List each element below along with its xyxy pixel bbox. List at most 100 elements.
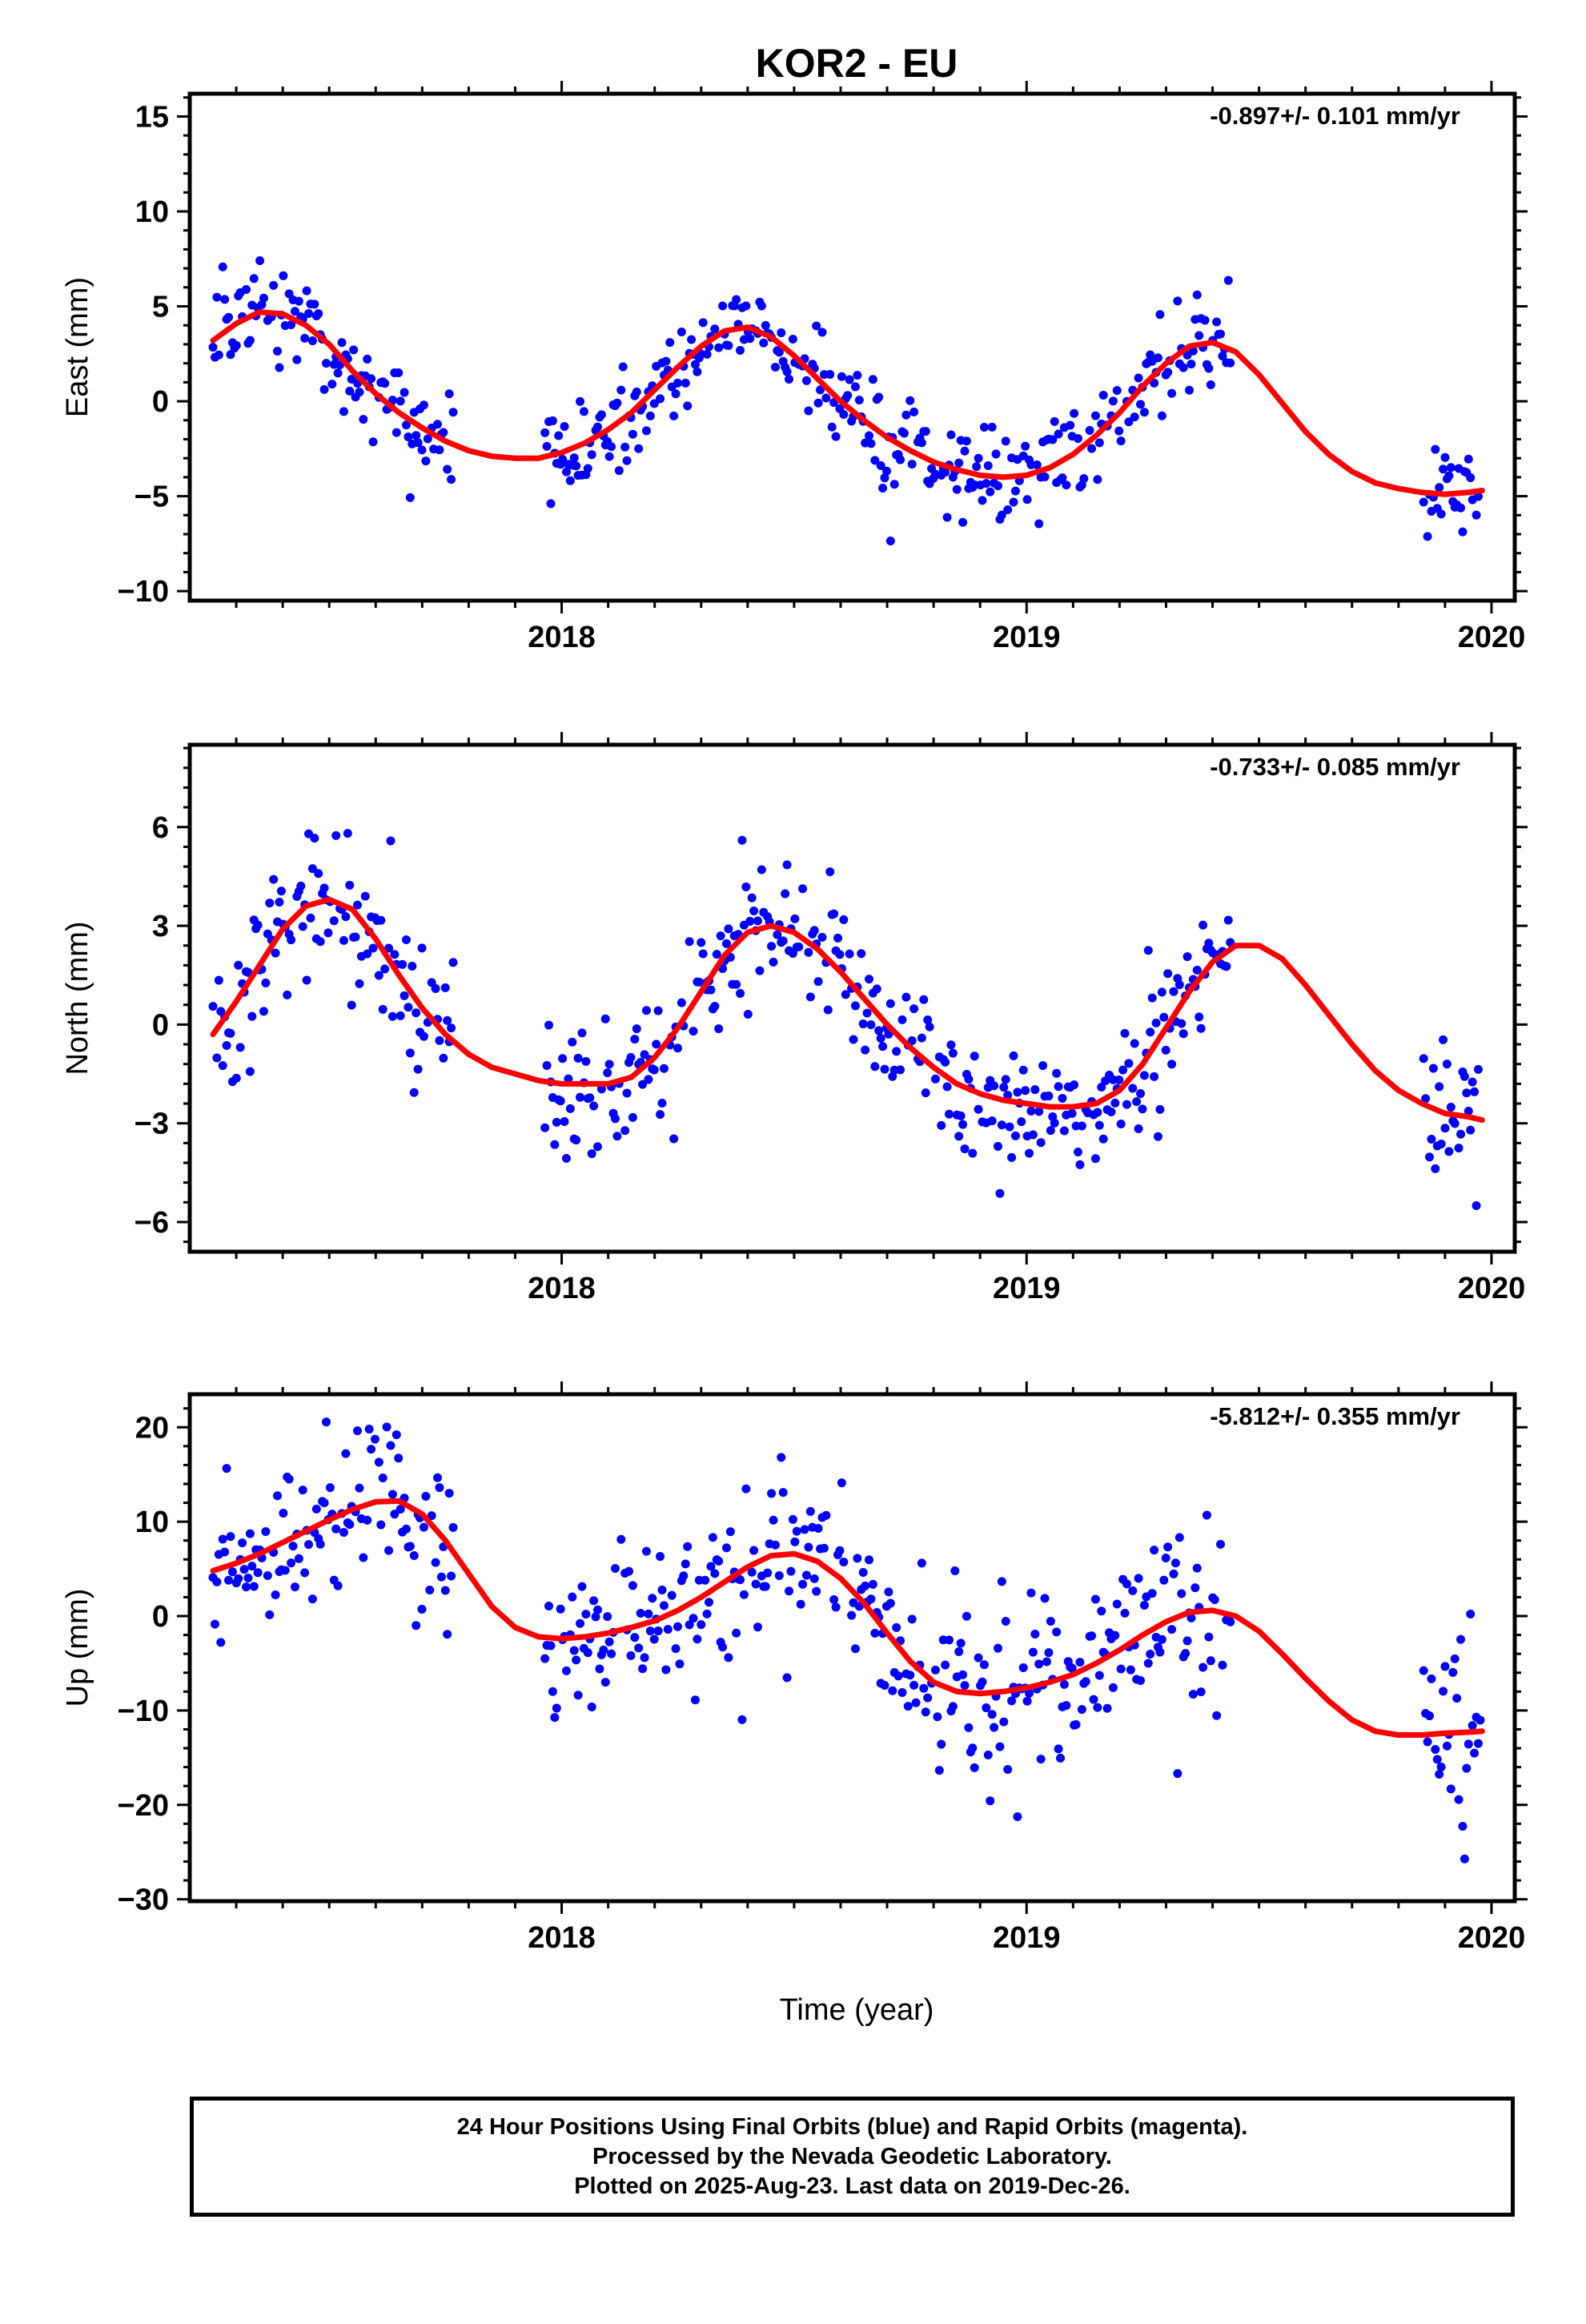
- data-point: [1018, 1663, 1028, 1672]
- data-point: [394, 1454, 404, 1463]
- data-point: [785, 1586, 794, 1596]
- data-point: [564, 1074, 573, 1084]
- data-point: [319, 384, 329, 394]
- data-point: [364, 1425, 374, 1434]
- data-point: [1157, 411, 1166, 420]
- data-point: [1218, 1660, 1227, 1670]
- rate-annotation: -0.897+/- 0.101 mm/yr: [1210, 102, 1460, 130]
- data-point: [710, 1002, 720, 1011]
- data-point: [542, 1061, 552, 1071]
- data-point: [669, 1134, 679, 1144]
- data-point: [1044, 1092, 1054, 1101]
- data-point: [1062, 1701, 1071, 1711]
- data-point: [368, 943, 378, 953]
- data-point: [983, 460, 993, 470]
- data-point: [367, 1445, 376, 1454]
- data-point: [737, 1715, 747, 1724]
- data-point: [1167, 388, 1177, 398]
- data-point: [1122, 1100, 1131, 1109]
- data-point: [1155, 1647, 1165, 1657]
- data-point: [1098, 391, 1108, 400]
- data-point: [656, 1552, 665, 1562]
- data-point: [431, 1558, 440, 1567]
- data-point: [444, 389, 454, 399]
- data-point: [850, 1001, 860, 1011]
- data-point: [801, 1570, 811, 1580]
- data-point: [812, 321, 821, 331]
- data-point: [296, 881, 306, 891]
- data-point: [736, 1575, 745, 1585]
- data-point: [1139, 1071, 1149, 1080]
- data-point: [858, 1567, 868, 1577]
- data-point: [1079, 474, 1089, 484]
- data-point: [355, 1483, 364, 1493]
- data-point: [1424, 1152, 1434, 1162]
- y-tick-label: −6: [135, 1206, 169, 1240]
- data-point: [331, 1524, 341, 1534]
- data-point: [273, 346, 283, 356]
- data-point: [1071, 1720, 1081, 1730]
- data-point: [355, 979, 364, 988]
- data-point: [1174, 1533, 1184, 1542]
- data-point: [376, 915, 386, 925]
- data-point: [788, 1514, 797, 1524]
- data-point: [556, 1604, 565, 1614]
- data-point: [226, 350, 235, 360]
- x-tick-label: 2018: [528, 621, 596, 654]
- data-point: [1452, 1694, 1462, 1703]
- data-point: [573, 1053, 583, 1063]
- data-point: [849, 1035, 858, 1044]
- data-point: [1421, 1094, 1431, 1104]
- data-point: [261, 978, 271, 987]
- data-point: [1195, 331, 1204, 340]
- data-point: [436, 1572, 446, 1582]
- data-point: [1081, 1677, 1090, 1687]
- data-point: [380, 964, 390, 974]
- data-point: [1028, 1647, 1038, 1657]
- data-point: [294, 1554, 303, 1563]
- data-point: [679, 1571, 689, 1581]
- data-point: [813, 1524, 823, 1534]
- data-point: [400, 388, 409, 397]
- data-point: [1124, 417, 1134, 427]
- data-point: [866, 439, 876, 448]
- data-point: [640, 1050, 649, 1059]
- data-point: [576, 1618, 585, 1628]
- data-point: [363, 354, 372, 364]
- data-point: [287, 320, 296, 330]
- data-point: [865, 431, 874, 440]
- data-point: [958, 517, 968, 527]
- data-point: [1454, 1144, 1464, 1153]
- data-point: [353, 1426, 363, 1436]
- data-point: [1116, 436, 1126, 446]
- data-point: [690, 1695, 700, 1705]
- data-point: [1001, 1616, 1010, 1626]
- data-point: [314, 869, 323, 879]
- data-point: [1147, 1589, 1157, 1598]
- data-point: [689, 1027, 698, 1036]
- data-point: [870, 1062, 880, 1072]
- data-point: [667, 1590, 677, 1600]
- data-point: [412, 431, 421, 440]
- data-point: [1058, 473, 1067, 483]
- data-point: [724, 924, 733, 934]
- data-point: [982, 1703, 991, 1713]
- data-point: [708, 1533, 717, 1542]
- data-point: [974, 1104, 983, 1114]
- data-point: [447, 1571, 456, 1581]
- data-point: [395, 1504, 405, 1514]
- data-point: [353, 900, 363, 910]
- data-point: [1007, 1696, 1017, 1706]
- data-point: [589, 1101, 599, 1111]
- data-point: [568, 1592, 577, 1602]
- x-tick-label: 2019: [993, 1272, 1061, 1305]
- data-point: [870, 456, 880, 465]
- data-point: [1028, 1130, 1038, 1140]
- data-point: [255, 256, 265, 266]
- data-point: [351, 932, 360, 942]
- data-point: [1146, 1027, 1155, 1037]
- data-point: [628, 1112, 637, 1122]
- data-point: [226, 1028, 235, 1038]
- data-point: [751, 1579, 761, 1589]
- data-point: [641, 426, 651, 436]
